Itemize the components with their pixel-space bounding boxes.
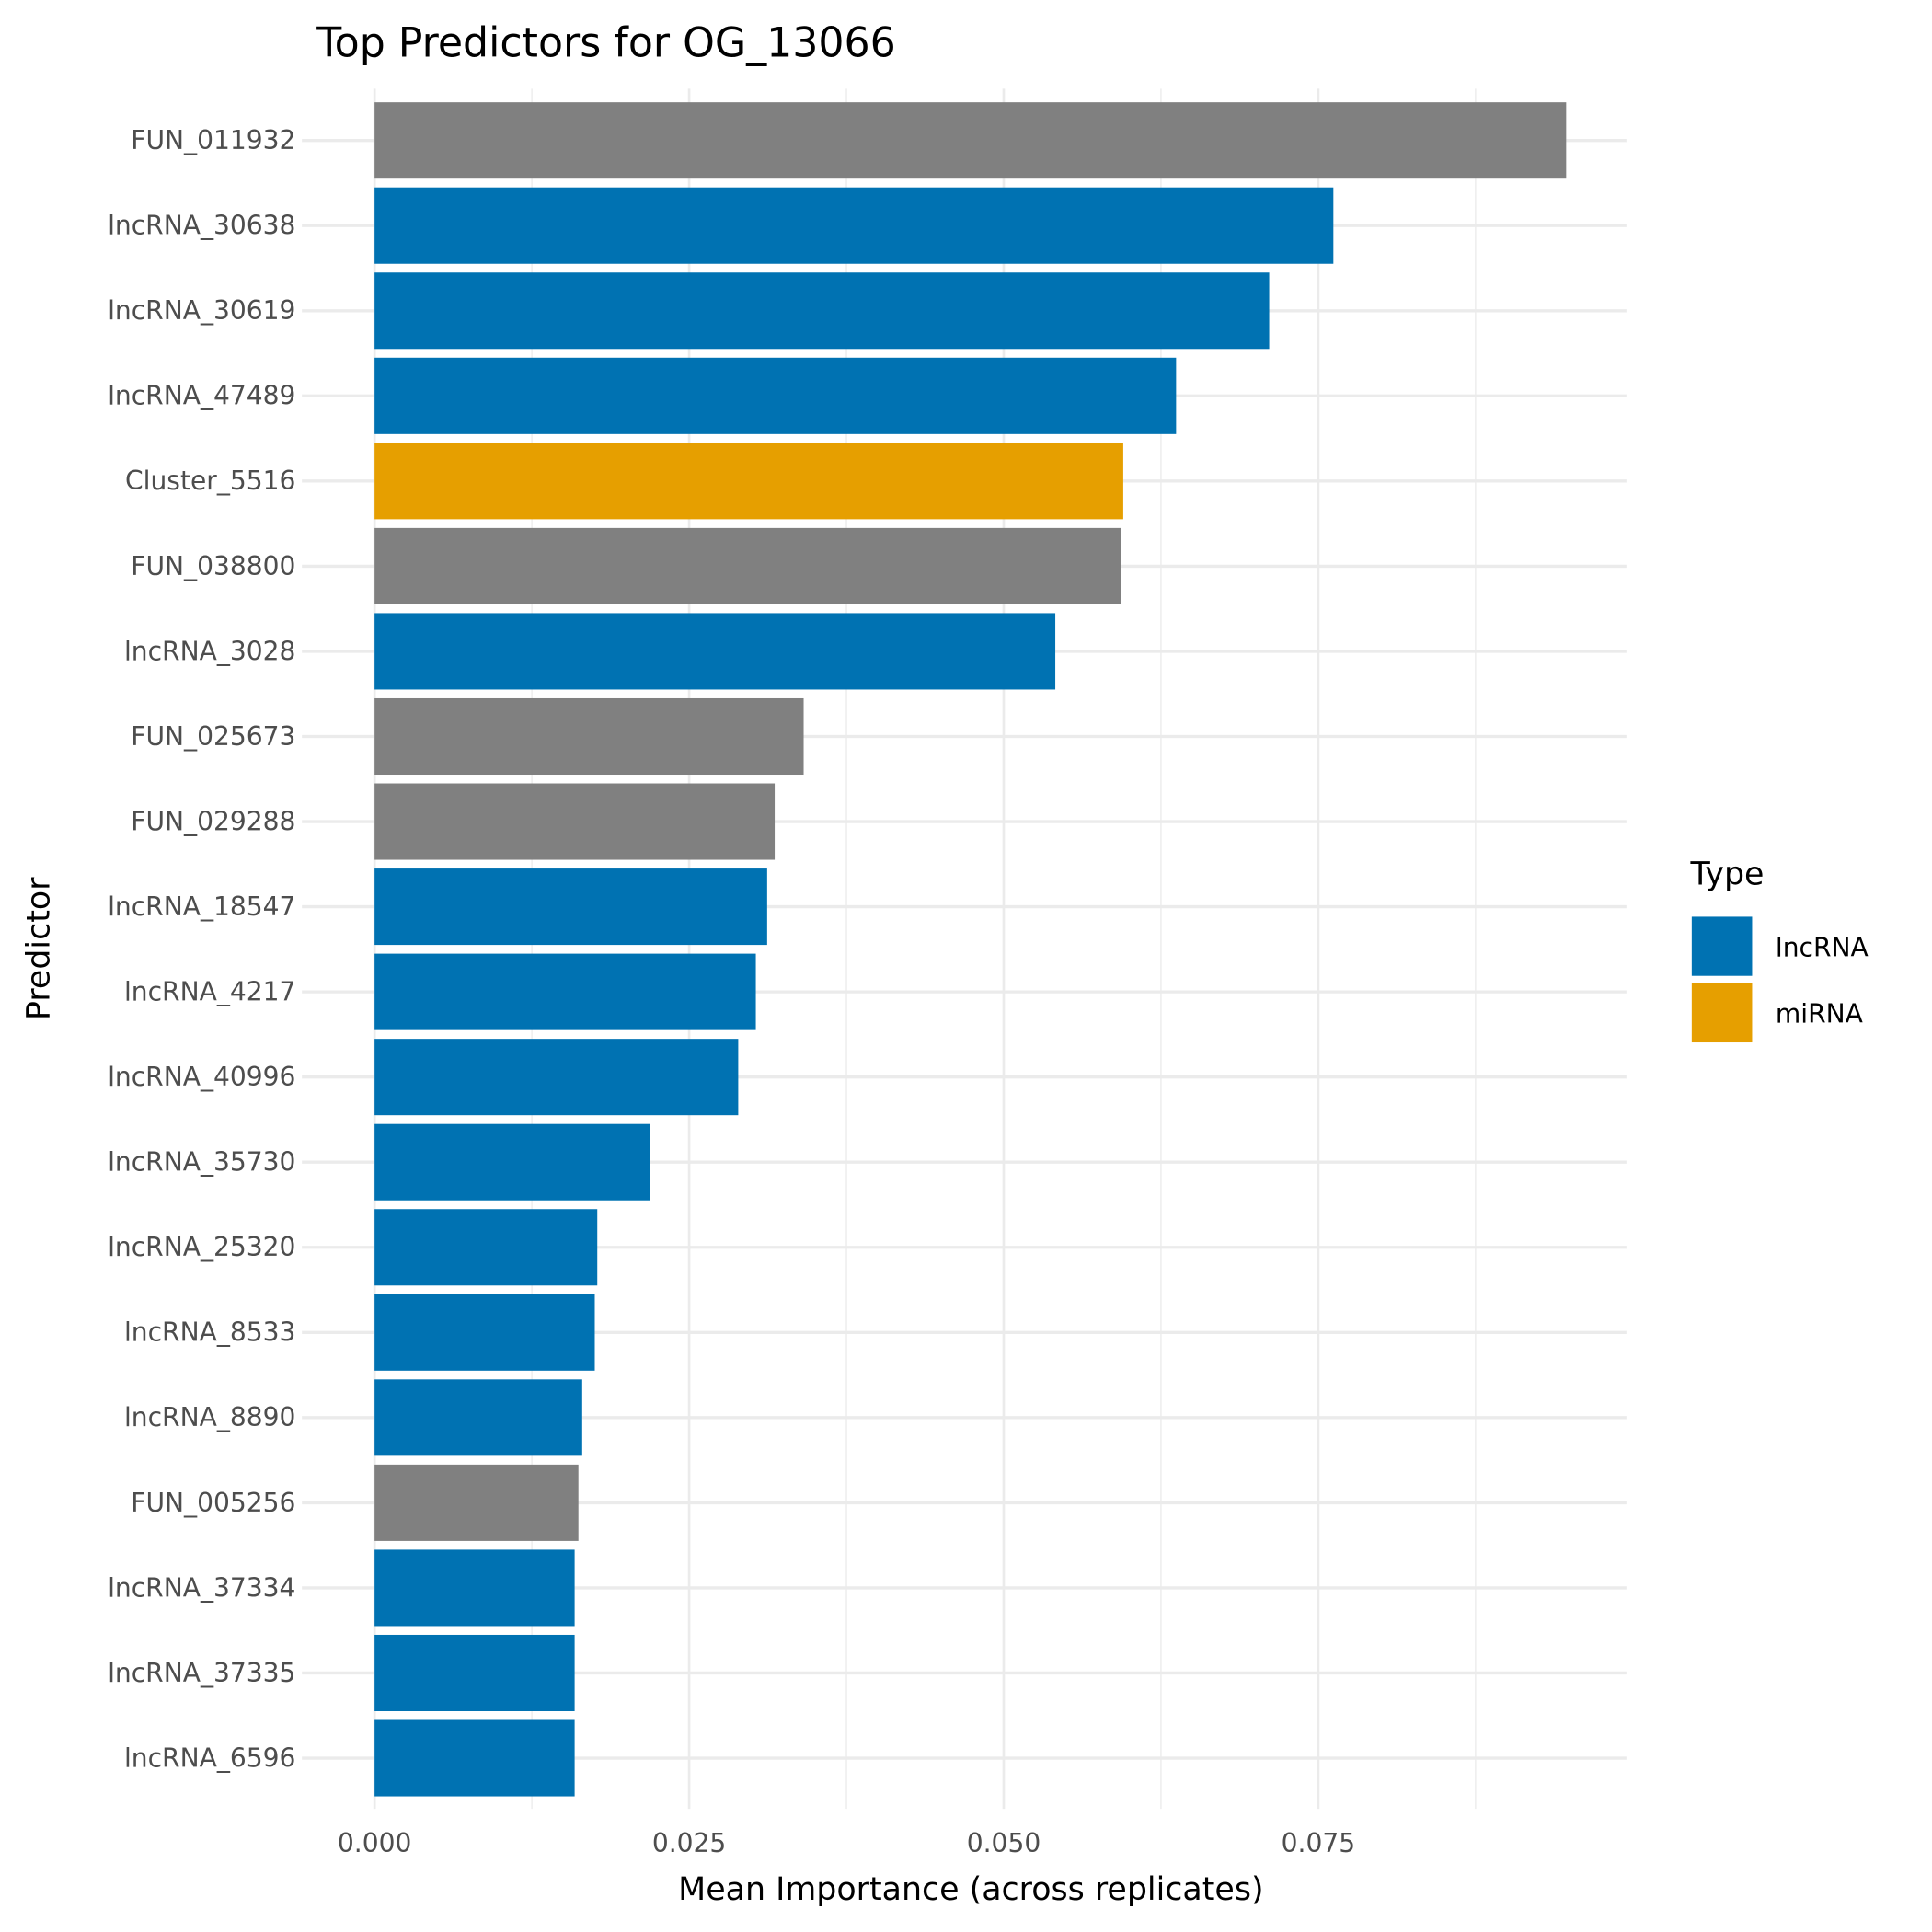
bar-Cluster_5516 (374, 443, 1123, 520)
y-tick-label: lncRNA_4217 (124, 977, 295, 1007)
bar-lncRNA_3028 (374, 613, 1056, 690)
y-tick-label: lncRNA_37335 (108, 1658, 295, 1688)
bars (374, 102, 1567, 1797)
x-axis-title: Mean Importance (across replicates) (678, 1871, 1263, 1908)
y-tick-label: lncRNA_40996 (108, 1062, 295, 1092)
y-tick-label: lncRNA_37334 (108, 1572, 295, 1603)
x-tick-label: 0.075 (1282, 1828, 1355, 1858)
bar-lncRNA_37335 (374, 1634, 575, 1712)
y-tick-label: lncRNA_47489 (108, 381, 295, 411)
bar-lncRNA_40996 (374, 1039, 739, 1116)
bar-lncRNA_37334 (374, 1549, 575, 1627)
x-tick-label: 0.025 (652, 1828, 726, 1858)
y-tick-label: lncRNA_18547 (108, 891, 295, 922)
legend-swatch-lncRNA (1691, 916, 1753, 976)
bar-lncRNA_25320 (374, 1209, 598, 1286)
bar-lncRNA_30619 (374, 272, 1270, 350)
y-tick-label: lncRNA_6596 (124, 1742, 295, 1773)
y-tick-label: lncRNA_8533 (124, 1317, 295, 1348)
chart-title: Top Predictors for OG_13066 (316, 20, 896, 67)
y-tick-label: FUN_029288 (131, 806, 295, 836)
bar-lncRNA_8533 (374, 1294, 595, 1371)
y-tick-label: lncRNA_3028 (124, 636, 295, 666)
bar-lncRNA_47489 (374, 357, 1177, 434)
y-tick-label: FUN_038800 (131, 551, 295, 581)
y-tick-label: FUN_011932 (131, 125, 295, 155)
bar-lncRNA_4217 (374, 953, 756, 1030)
x-tick-label: 0.050 (967, 1828, 1041, 1858)
y-tick-label: lncRNA_35730 (108, 1147, 295, 1178)
y-tick-label: lncRNA_25320 (108, 1232, 295, 1262)
bar-FUN_005256 (374, 1464, 579, 1541)
y-tick-label: lncRNA_30638 (108, 211, 295, 241)
legend-label: miRNA (1776, 999, 1863, 1029)
x-tick-label: 0.000 (338, 1828, 411, 1858)
legend-swatch-miRNA (1691, 983, 1753, 1043)
bar-FUN_029288 (374, 783, 776, 860)
legend: Type lncRNA miRNA (1690, 857, 1869, 1043)
bar-FUN_038800 (374, 527, 1121, 604)
bar-FUN_025673 (374, 697, 804, 776)
bar-lncRNA_6596 (374, 1719, 575, 1797)
legend-title: Type (1690, 857, 1765, 893)
bar-lncRNA_18547 (374, 868, 767, 946)
bar-lncRNA_8890 (374, 1379, 582, 1456)
y-axis-title: Predictor (21, 877, 58, 1020)
x-tick-labels: 0.000 0.025 0.050 0.075 (338, 1828, 1355, 1858)
y-tick-label: Cluster_5516 (125, 466, 295, 496)
y-tick-label: lncRNA_8890 (124, 1402, 295, 1432)
y-tick-label: FUN_025673 (131, 721, 295, 752)
y-tick-label: lncRNA_30619 (108, 295, 295, 326)
y-tick-labels: FUN_011932 lncRNA_30638 lncRNA_30619 lncRNA… (108, 125, 295, 1773)
bar-lncRNA_30638 (374, 187, 1334, 264)
bar-lncRNA_35730 (374, 1123, 650, 1201)
y-tick-label: FUN_005256 (131, 1488, 295, 1518)
legend-label: lncRNA (1776, 932, 1869, 962)
bar-FUN_011932 (374, 102, 1567, 179)
